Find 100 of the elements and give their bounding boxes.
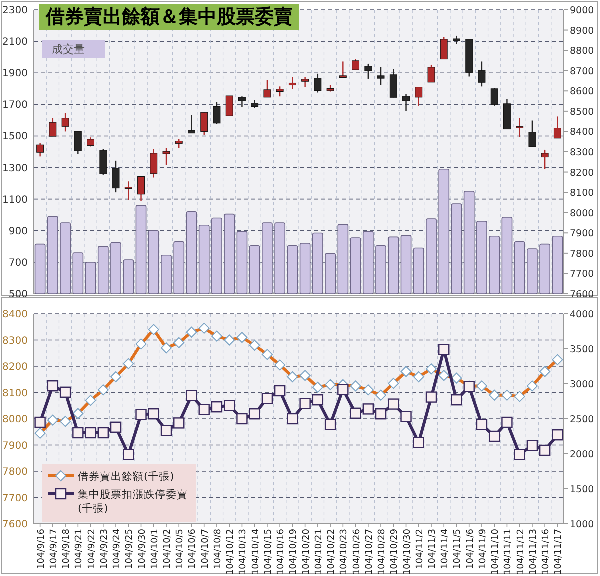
y-tick-label: 7900 xyxy=(2,440,28,452)
x-tick-label: 104/10/16 xyxy=(276,528,287,576)
point xyxy=(34,416,46,428)
point xyxy=(324,419,336,430)
candlestick xyxy=(516,118,524,138)
x-tick-label: 104/10/5 xyxy=(176,529,186,570)
point xyxy=(488,430,500,442)
x-tick-label: 104/11/4 xyxy=(440,528,451,570)
x-tick-label: 104/9/18 xyxy=(62,528,72,570)
x-tick-label: 104/10/12 xyxy=(226,529,236,576)
y2-tick-label: 8100 xyxy=(570,188,594,200)
candlestick xyxy=(364,63,372,80)
candlestick xyxy=(49,118,57,138)
y2-tick-label: 7800 xyxy=(570,248,594,260)
point xyxy=(160,425,172,436)
point xyxy=(552,430,564,441)
y2-tick-label: 4000 xyxy=(570,310,594,320)
point xyxy=(174,418,185,429)
y2-tick-label: 3000 xyxy=(570,380,594,390)
y-tick-label: 8100 xyxy=(2,388,28,400)
x-tick-label: 104/9/23 xyxy=(100,529,110,570)
x-tick-label: 104/9/17 xyxy=(49,529,60,570)
point xyxy=(287,413,298,425)
point xyxy=(514,449,526,460)
legend-label: 集中股票扣漲跌停委賣(千張) xyxy=(78,488,188,515)
y2-tick-label: 1000 xyxy=(570,520,594,530)
x-tick-label: 104/9/30 xyxy=(138,528,148,570)
x-tick-label: 104/11/2 xyxy=(415,529,426,570)
y-tick-label: 8000 xyxy=(2,414,28,426)
x-tick-label: 104/10/29 xyxy=(390,528,400,576)
y2-tick-label: 8800 xyxy=(570,46,594,58)
point xyxy=(274,385,286,397)
candlestick xyxy=(162,148,170,166)
y-tick-label: 8300 xyxy=(2,336,28,347)
point xyxy=(438,344,450,356)
x-tick-label: 104/10/1 xyxy=(150,529,160,570)
candlestick xyxy=(377,66,385,86)
point xyxy=(85,427,96,439)
y2-tick-label: 9000 xyxy=(570,6,594,16)
y-tick-label: 2100 xyxy=(2,37,28,48)
candlestick xyxy=(302,76,310,88)
y2-tick-label: 7900 xyxy=(570,228,594,240)
point xyxy=(47,380,59,392)
x-tick-label: 104/9/22 xyxy=(87,529,98,570)
candlestick xyxy=(87,136,95,148)
candlestick xyxy=(74,131,82,155)
x-tick-label: 104/10/30 xyxy=(402,528,413,576)
x-tick-label: 104/11/6 xyxy=(466,528,476,570)
candlestick xyxy=(314,73,322,94)
x-tick-label: 104/10/13 xyxy=(238,529,249,576)
y2-tick-label: 1500 xyxy=(570,484,594,496)
point xyxy=(98,427,110,439)
x-tick-label: 104/10/23 xyxy=(340,529,350,576)
x-tick-label: 104/10/20 xyxy=(302,528,312,576)
x-tick-label: 104/10/22 xyxy=(327,529,338,576)
y2-tick-label: 2000 xyxy=(570,450,594,460)
candlestick xyxy=(226,95,234,117)
point xyxy=(338,384,349,396)
x-tick-label: 104/11/5 xyxy=(453,529,464,570)
point xyxy=(362,404,374,415)
x-tick-label: 104/10/7 xyxy=(200,529,211,570)
y-tick-label: 1700 xyxy=(2,100,28,112)
x-tick-label: 104/11/17 xyxy=(554,529,564,576)
x-tick-label: 104/9/25 xyxy=(125,529,136,570)
y-tick-label: 1100 xyxy=(2,194,28,206)
x-tick-label: 104/10/2 xyxy=(163,529,173,570)
candlestick xyxy=(352,58,360,71)
candlestick xyxy=(100,148,108,176)
y2-tick-label: 8600 xyxy=(570,86,594,98)
point xyxy=(262,393,274,404)
candlestick xyxy=(213,102,221,125)
x-tick-label: 104/10/28 xyxy=(378,528,388,576)
candlestick xyxy=(200,112,208,136)
point xyxy=(350,408,362,419)
candlestick xyxy=(528,120,536,148)
x-tick-label: 104/11/13 xyxy=(528,529,539,576)
candlestick xyxy=(440,36,448,60)
y2-tick-label: 8900 xyxy=(570,26,594,37)
y2-tick-label: 8700 xyxy=(570,66,594,78)
y2-tick-label: 8400 xyxy=(570,127,594,138)
x-tick-label: 104/11/16 xyxy=(542,528,552,576)
point xyxy=(476,419,488,430)
candlestick xyxy=(36,142,44,158)
candlestick xyxy=(188,114,196,134)
point xyxy=(451,394,462,406)
point xyxy=(375,408,387,420)
candlestick xyxy=(541,149,549,170)
y2-tick-label: 2500 xyxy=(570,414,594,426)
point xyxy=(388,398,400,410)
point xyxy=(413,437,424,448)
y-tick-label: 2300 xyxy=(2,6,28,16)
chart-title: 借券賣出餘額＆集中股票委賣 xyxy=(45,6,293,28)
point xyxy=(211,402,223,413)
x-tick-label: 104/10/15 xyxy=(264,529,274,576)
point xyxy=(426,392,438,403)
point xyxy=(123,449,134,460)
point xyxy=(136,409,147,420)
point xyxy=(312,394,324,406)
point xyxy=(72,427,84,439)
candlestick xyxy=(490,88,498,107)
